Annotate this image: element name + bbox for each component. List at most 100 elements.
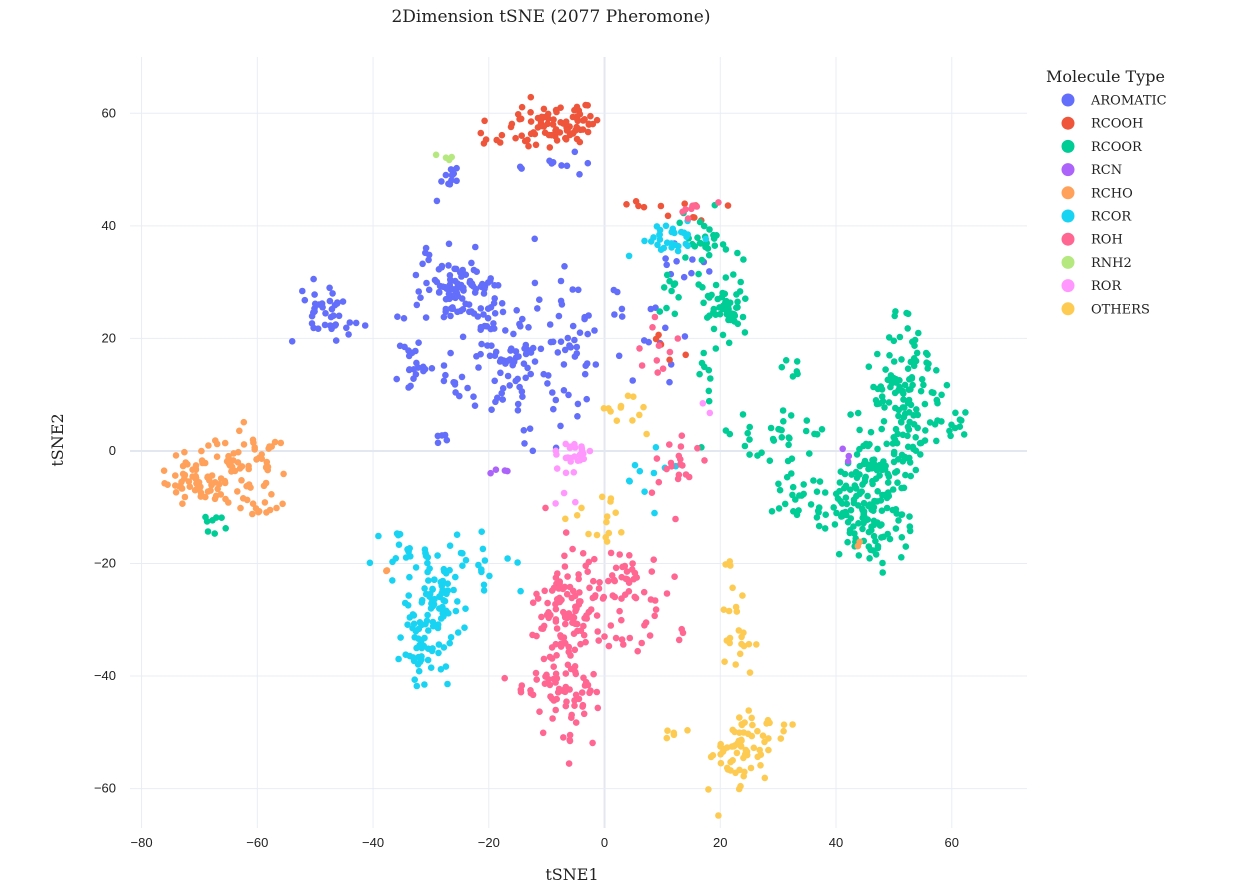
legend-item-roh[interactable]: ROH: [1061, 232, 1123, 248]
data-point: [655, 342, 663, 350]
data-point: [539, 729, 547, 737]
data-point: [361, 322, 369, 329]
data-point: [881, 491, 889, 499]
legend[interactable]: Molecule Type AROMATIC RCOOH RCOOR RCN RCHO R…: [1046, 67, 1167, 317]
data-point: [659, 365, 667, 373]
legend-item-rcho[interactable]: RCHO: [1061, 186, 1133, 201]
data-point: [394, 313, 401, 321]
data-point: [891, 389, 899, 397]
data-point: [594, 704, 602, 712]
data-point: [538, 613, 545, 621]
data-point: [222, 495, 229, 503]
data-point: [546, 681, 554, 689]
data-point: [746, 451, 753, 458]
data-point: [793, 358, 801, 365]
data-point: [478, 340, 485, 348]
data-point: [572, 670, 580, 678]
data-point: [574, 457, 582, 465]
legend-item-rcoor[interactable]: RCOOR: [1061, 139, 1144, 155]
data-point: [562, 454, 570, 462]
data-point: [435, 289, 443, 296]
data-point: [420, 365, 428, 372]
data-point: [346, 319, 354, 326]
data-point: [854, 542, 862, 550]
data-point: [736, 714, 743, 721]
data-point: [657, 202, 665, 210]
data-points: [160, 93, 969, 819]
data-point: [933, 437, 940, 445]
data-point: [501, 674, 509, 682]
data-point: [395, 655, 402, 663]
legend-item-aromatic[interactable]: AROMATIC: [1061, 93, 1167, 109]
data-point: [843, 511, 850, 519]
legend-item-others[interactable]: OTHERS: [1061, 302, 1150, 317]
data-point: [529, 599, 537, 606]
data-point: [308, 312, 316, 320]
data-point: [883, 440, 890, 448]
data-point: [446, 542, 454, 549]
data-point: [878, 386, 886, 393]
data-point: [813, 488, 821, 496]
data-point: [526, 425, 534, 433]
data-point: [564, 573, 571, 580]
data-point: [578, 689, 586, 696]
data-point: [733, 608, 741, 615]
data-point: [744, 429, 751, 437]
data-point: [904, 432, 911, 440]
data-point: [335, 312, 343, 320]
data-point: [931, 421, 939, 428]
data-point: [182, 459, 189, 466]
data-point: [909, 381, 916, 389]
data-point: [383, 567, 391, 574]
data-point: [634, 647, 641, 655]
data-point: [834, 495, 842, 502]
data-point: [722, 306, 730, 314]
data-point: [553, 596, 561, 603]
data-point: [858, 488, 865, 496]
data-point: [721, 658, 728, 665]
data-point: [583, 360, 591, 367]
data-point: [679, 629, 687, 637]
data-point: [557, 338, 565, 346]
data-point: [920, 381, 927, 389]
data-point: [707, 753, 715, 761]
data-point: [795, 507, 802, 514]
legend-item-rnh2[interactable]: RNH2: [1061, 255, 1132, 271]
legend-item-rcooh[interactable]: RCOOH: [1061, 116, 1144, 132]
data-point: [874, 542, 882, 550]
data-point: [690, 202, 698, 209]
data-point: [841, 484, 848, 492]
legend-item-rcn[interactable]: RCN: [1061, 163, 1123, 178]
data-point: [629, 560, 636, 567]
data-point: [473, 268, 481, 276]
data-point: [625, 252, 633, 260]
data-point: [938, 418, 945, 425]
data-point: [734, 298, 741, 306]
data-point: [442, 295, 450, 303]
legend-item-ror[interactable]: ROR: [1061, 279, 1123, 294]
data-point: [856, 445, 863, 453]
data-point: [917, 387, 925, 395]
data-point: [406, 652, 414, 660]
data-point: [782, 357, 790, 364]
data-point: [741, 329, 749, 336]
data-point: [649, 324, 656, 331]
data-point: [739, 313, 747, 321]
data-point: [901, 410, 909, 418]
data-point: [499, 308, 507, 316]
legend-item-rcor[interactable]: RCOR: [1061, 209, 1133, 225]
data-point: [618, 636, 626, 643]
data-point: [913, 349, 921, 357]
data-point: [482, 136, 490, 143]
data-point: [567, 665, 575, 673]
series-rcooh: [477, 93, 732, 364]
data-point: [765, 735, 772, 742]
data-point: [221, 439, 229, 447]
data-point: [520, 427, 528, 434]
data-point: [454, 598, 461, 605]
data-point: [717, 759, 725, 767]
data-point: [655, 478, 663, 486]
data-point: [733, 749, 741, 757]
data-point: [925, 360, 932, 368]
series-rcho: [160, 418, 863, 575]
